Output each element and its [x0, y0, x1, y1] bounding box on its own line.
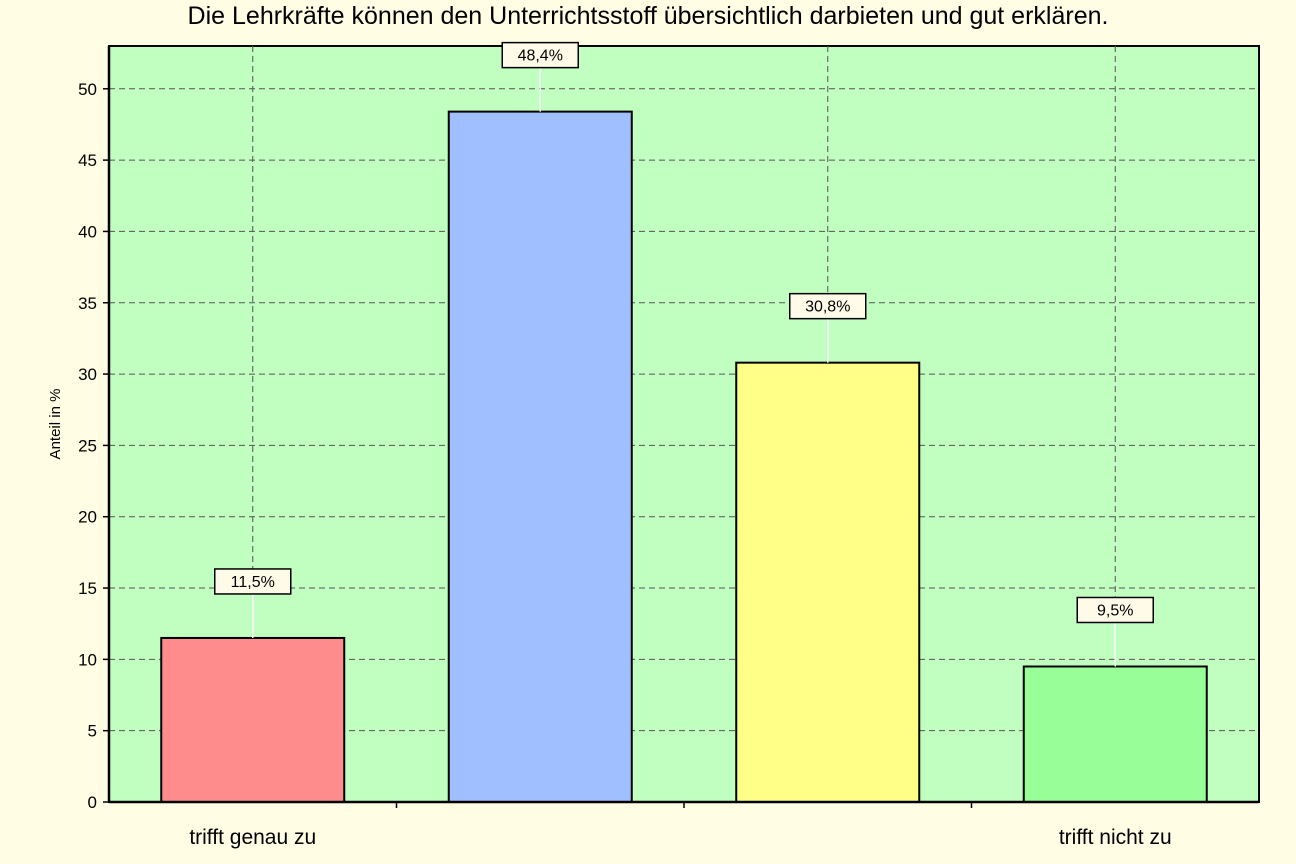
bar	[1022, 665, 1208, 803]
y-tick-label: 0	[88, 793, 97, 812]
data-label: 30,8%	[805, 299, 850, 316]
bar	[735, 361, 921, 803]
bar	[447, 110, 633, 803]
bar	[160, 636, 346, 804]
data-label: 9,5%	[1097, 602, 1133, 619]
y-tick-label: 20	[78, 508, 97, 527]
y-tick-label: 5	[88, 722, 97, 741]
y-tick-label: 35	[78, 294, 97, 313]
y-tick-label: 45	[78, 151, 97, 170]
chart-title: Die Lehrkräfte können den Unterrichtssto…	[188, 2, 1109, 30]
data-label: 48,4%	[518, 48, 563, 65]
y-tick-label: 40	[78, 222, 97, 241]
y-tick-label: 30	[78, 365, 97, 384]
data-label-box	[1076, 596, 1154, 624]
x-axis-categories: trifft genau zu trifft nicht zu	[189, 826, 1171, 849]
category-label: trifft nicht zu	[1059, 826, 1172, 849]
data-labels: 11,5% 48,4% 30,8% 9,5%	[214, 41, 1154, 667]
bars	[160, 110, 1208, 804]
y-tick-label: 10	[78, 650, 97, 669]
y-axis-ticks: 0 5 10 15 20 25 30 35 40 45 50	[78, 80, 973, 812]
y-axis-label: Anteil in %	[47, 389, 64, 460]
y-tick-label: 50	[78, 80, 97, 99]
y-tick-label: 15	[78, 579, 97, 598]
data-label-box	[501, 41, 579, 69]
data-label-box	[789, 292, 867, 320]
data-label: 11,5%	[231, 574, 275, 591]
category-label: trifft genau zu	[189, 826, 316, 849]
data-label-box	[214, 568, 292, 595]
y-tick-label: 25	[78, 436, 97, 455]
